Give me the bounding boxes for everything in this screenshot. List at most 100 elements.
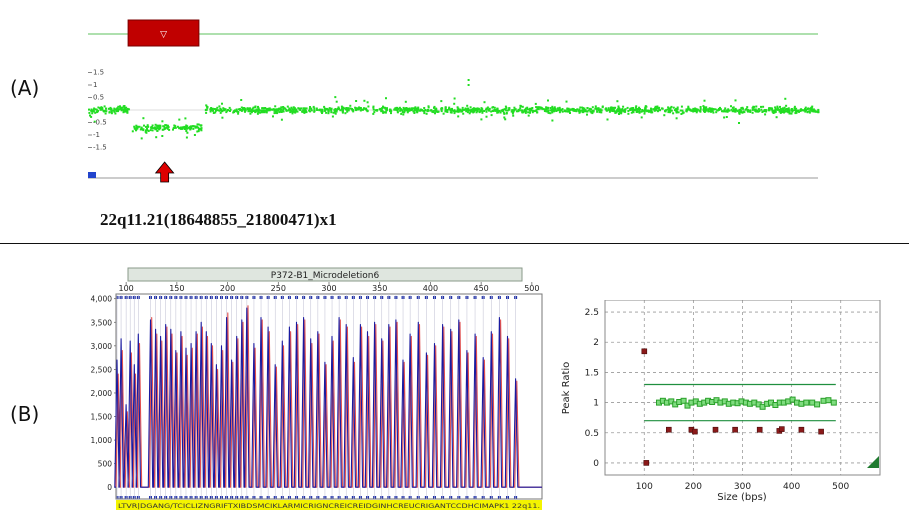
probe-point: [156, 124, 159, 127]
probe-point: [796, 110, 799, 113]
probe-point: [461, 110, 464, 112]
probe-point: [485, 115, 488, 118]
probe-point: [427, 106, 430, 109]
probe-points: [88, 79, 820, 140]
probe-point: [614, 106, 617, 109]
probe-point: [298, 108, 301, 111]
probe-point: [616, 110, 619, 113]
probe-point: [434, 112, 436, 115]
probe-point: [485, 108, 487, 111]
probe-point: [211, 109, 214, 112]
probe-point: [448, 106, 451, 109]
probe-point: [192, 127, 195, 130]
green-ratio-point: [825, 397, 832, 404]
probe-point: [496, 111, 499, 114]
probe-point: [321, 108, 324, 111]
probe-point: [799, 109, 802, 112]
probe-point: [724, 110, 727, 113]
probe-point: [492, 110, 494, 112]
probe-point: [406, 111, 409, 114]
probe-point: [627, 110, 630, 112]
probe-point: [382, 111, 385, 114]
probe-point: [453, 97, 456, 100]
probe-point: [711, 109, 714, 112]
probe-point: [685, 110, 688, 113]
probe-point: [817, 109, 820, 112]
probe-point: [723, 116, 726, 119]
probe-point: [808, 110, 811, 113]
panel-a-label: (A): [10, 76, 40, 100]
probe-point: [524, 108, 526, 111]
probe-point: [784, 97, 787, 100]
red-ratio-point: [732, 426, 738, 433]
probe-point: [527, 108, 530, 111]
probe-point: [94, 108, 97, 111]
probe-point: [221, 102, 223, 105]
probe-point: [142, 129, 145, 132]
probe-point: [385, 109, 388, 112]
probe-point: [521, 105, 524, 108]
probe-point: [542, 108, 545, 111]
resize-corner-icon[interactable]: [867, 456, 879, 468]
probe-point: [594, 105, 597, 108]
probe-point: [635, 111, 638, 113]
probe-point: [640, 110, 643, 113]
probe-point: [402, 106, 405, 109]
green-ratio-point: [803, 399, 810, 406]
probe-point: [108, 111, 111, 114]
probe-point: [409, 108, 412, 111]
y-tick-label: 3,000: [91, 342, 113, 351]
probe-point: [413, 112, 416, 114]
probe-point: [719, 108, 722, 111]
probe-point: [246, 107, 249, 110]
probe-point: [802, 109, 805, 112]
probe-point: [296, 110, 299, 113]
probe-point: [569, 108, 572, 111]
probe-point: [746, 106, 749, 109]
probe-point: [804, 107, 807, 110]
probe-point: [481, 110, 484, 113]
probe-point: [695, 108, 698, 111]
probe-point: [249, 112, 252, 115]
probe-point: [351, 108, 354, 110]
probe-point: [497, 111, 500, 114]
y-tick-label: 1,000: [91, 436, 113, 445]
probe-point: [235, 108, 238, 111]
probe-point: [274, 109, 277, 112]
probe-point: [549, 109, 552, 112]
probe-point: [738, 122, 740, 124]
probe-point: [174, 126, 177, 129]
probe-point: [531, 107, 534, 109]
probe-point: [309, 106, 311, 108]
probe-point: [612, 109, 615, 112]
probe-point: [644, 108, 647, 110]
probe-point: [357, 108, 360, 111]
probe-point: [144, 130, 147, 133]
probe-point: [324, 107, 326, 110]
ratio-points: [641, 348, 837, 466]
probe-point: [597, 107, 600, 110]
probe-point: [221, 109, 224, 112]
probe-point: [552, 107, 555, 110]
probe-point: [682, 111, 685, 114]
probe-point: [630, 111, 633, 114]
ratio-y-tick-label: 1.5: [585, 368, 599, 378]
probe-point: [581, 109, 584, 112]
probe-point: [222, 109, 225, 112]
lane-labels: LTVR|DGANG/TCICLIZNGRIFTXIBDSMCIKLARMICR…: [118, 502, 540, 510]
probe-point: [600, 111, 603, 114]
probe-point: [672, 106, 675, 109]
probe-point: [504, 105, 507, 108]
probe-point: [92, 110, 95, 113]
probe-point: [533, 110, 536, 113]
probe-point: [216, 106, 219, 109]
chromosome-marker: [88, 172, 96, 178]
probe-point: [805, 108, 808, 111]
probe-point: [402, 113, 405, 116]
x-tick-label: 200: [220, 284, 235, 293]
probe-point: [740, 110, 742, 113]
ratio-gridlines: [605, 300, 880, 475]
probe-point: [218, 109, 221, 112]
probe-point: [591, 106, 594, 109]
probe-point: [310, 109, 313, 112]
